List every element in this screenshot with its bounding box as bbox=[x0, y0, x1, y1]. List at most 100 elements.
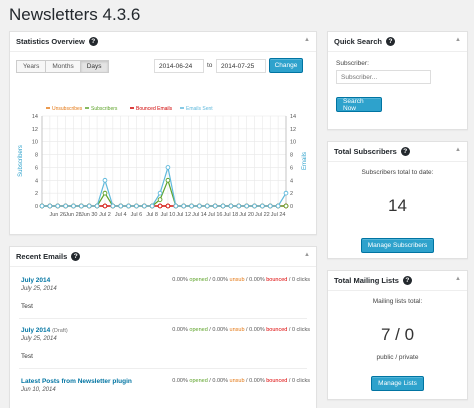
x-tick-label: Jul 14 bbox=[192, 212, 207, 218]
data-point bbox=[149, 203, 155, 209]
statistics-overview-box: Statistics Overview ? ▲ Years Months Day… bbox=[9, 31, 317, 235]
y2-tick-label: 4 bbox=[290, 178, 293, 184]
data-point bbox=[252, 203, 257, 209]
help-icon[interactable]: ? bbox=[385, 37, 395, 46]
mailing-lists-total-text: Mailing lists total: bbox=[372, 298, 423, 305]
series-line bbox=[42, 167, 287, 207]
email-stats: 0.00% opened / 0.00% unsub / 0.00% bounc… bbox=[172, 378, 310, 384]
tab-days[interactable]: Days bbox=[79, 60, 109, 73]
data-point bbox=[244, 203, 249, 209]
total-subscribers-header[interactable]: Total Subscribers ? ▲ bbox=[328, 142, 467, 162]
public-private-label: public / private bbox=[376, 354, 419, 361]
data-point bbox=[63, 203, 68, 209]
help-icon[interactable]: ? bbox=[400, 147, 410, 156]
data-point bbox=[39, 203, 45, 209]
email-title-link[interactable]: July 2014 (Draft) bbox=[21, 327, 68, 334]
x-tick-label: Jul 22 bbox=[255, 212, 270, 218]
tab-months[interactable]: Months bbox=[45, 60, 81, 73]
legend-entry: Subscribers bbox=[91, 106, 118, 112]
data-point bbox=[165, 177, 171, 183]
manage-subscribers-button[interactable]: Manage Subscribers bbox=[360, 238, 435, 253]
recent-emails-header[interactable]: Recent Emails ? ▲ bbox=[10, 247, 316, 267]
tab-years[interactable]: Years bbox=[16, 60, 47, 73]
email-item: Latest Posts from Newsletter plugin Jun … bbox=[21, 378, 310, 393]
data-point bbox=[86, 203, 92, 209]
data-point bbox=[94, 203, 100, 209]
help-icon[interactable]: ? bbox=[88, 37, 98, 46]
subscribers-count: 14 bbox=[388, 196, 407, 215]
data-point bbox=[55, 203, 61, 209]
email-title-link[interactable]: July 2014 bbox=[21, 277, 51, 284]
y-tick-label: 12 bbox=[32, 127, 38, 133]
x-tick-label: Jun 30 bbox=[81, 212, 98, 218]
email-item: July 2014 July 25, 2014 0.00% opened / 0… bbox=[21, 277, 310, 310]
total-subscribers-title: Total Subscribers bbox=[334, 147, 397, 156]
page-title: Newsletters 4.3.6 bbox=[9, 5, 141, 24]
y-tick-label: 8 bbox=[35, 153, 38, 159]
quick-search-title: Quick Search bbox=[334, 37, 382, 46]
data-point bbox=[102, 190, 108, 196]
data-point bbox=[157, 197, 163, 202]
x-tick-label: Jul 24 bbox=[271, 212, 286, 218]
help-icon[interactable]: ? bbox=[402, 276, 412, 285]
x-tick-label: Jul 16 bbox=[208, 212, 223, 218]
subscriber-search-input[interactable] bbox=[336, 70, 431, 84]
collapse-arrow-icon[interactable]: ▲ bbox=[304, 252, 310, 258]
data-point bbox=[102, 177, 108, 183]
email-body: Test bbox=[21, 353, 33, 360]
data-point bbox=[126, 203, 131, 209]
data-point bbox=[79, 203, 84, 209]
subscriber-label: Subscriber: bbox=[336, 60, 369, 67]
y-tick-label: 0 bbox=[35, 204, 38, 210]
y2-tick-label: 6 bbox=[290, 165, 293, 171]
x-tick-label: Jul 12 bbox=[176, 212, 191, 218]
quick-search-header[interactable]: Quick Search ? ▲ bbox=[328, 32, 467, 52]
range-tabs: Years Months Days bbox=[16, 60, 109, 73]
data-point bbox=[189, 203, 194, 209]
divider bbox=[19, 368, 307, 369]
data-point bbox=[283, 190, 289, 196]
email-body: Test bbox=[21, 303, 33, 310]
data-point bbox=[157, 190, 163, 196]
email-title-link[interactable]: Latest Posts from Newsletter plugin bbox=[21, 378, 132, 385]
mailing-lists-count: 7 / 0 bbox=[380, 325, 415, 344]
email-item: July 2014 (Draft) July 25, 2014 0.00% op… bbox=[21, 327, 310, 360]
legend-entry: Emails Sent bbox=[186, 106, 213, 112]
change-button[interactable]: Change bbox=[269, 58, 303, 73]
divider bbox=[19, 318, 307, 319]
collapse-arrow-icon[interactable]: ▲ bbox=[304, 37, 310, 43]
date-from-input[interactable] bbox=[154, 59, 204, 73]
draft-badge: (Draft) bbox=[52, 328, 68, 334]
search-now-button[interactable]: Search Now bbox=[336, 97, 382, 112]
manage-lists-button[interactable]: Manage Lists bbox=[371, 376, 424, 391]
total-mailing-lists-title: Total Mailing Lists bbox=[334, 276, 399, 285]
total-mailing-lists-header[interactable]: Total Mailing Lists ? ▲ bbox=[328, 271, 467, 291]
y-tick-label: 14 bbox=[32, 114, 38, 120]
data-point bbox=[181, 203, 187, 209]
manage-subscribers-wrap: Manage Subscribers bbox=[328, 234, 467, 253]
data-point bbox=[267, 203, 273, 209]
y2-axis-label: Emails bbox=[302, 152, 308, 170]
y2-tick-label: 8 bbox=[290, 153, 293, 159]
email-date: July 25, 2014 bbox=[21, 336, 57, 342]
total-subscribers-box: Total Subscribers ? ▲ Subscribers total … bbox=[327, 141, 468, 259]
help-icon[interactable]: ? bbox=[71, 252, 81, 261]
data-point bbox=[275, 203, 281, 209]
data-point bbox=[204, 203, 210, 209]
collapse-arrow-icon[interactable]: ▲ bbox=[455, 276, 461, 282]
y2-tick-label: 12 bbox=[290, 127, 296, 133]
x-tick-label: Jul 20 bbox=[239, 212, 254, 218]
data-point bbox=[47, 203, 53, 209]
data-point bbox=[102, 203, 108, 209]
data-point bbox=[220, 203, 226, 209]
statistics-chart: 0 0 2 2 4 4 6 6 8 8 10 10 12 12 14 14 Jun 26 Jun 28 Jun 30… bbox=[18, 106, 308, 218]
email-date: Jun 10, 2014 bbox=[21, 387, 56, 393]
statistics-overview-header[interactable]: Statistics Overview ? ▲ bbox=[10, 32, 316, 52]
collapse-arrow-icon[interactable]: ▲ bbox=[455, 147, 461, 153]
y-axis-label: Subscribers bbox=[18, 145, 24, 177]
y2-tick-label: 2 bbox=[290, 191, 293, 197]
data-point bbox=[157, 203, 163, 209]
collapse-arrow-icon[interactable]: ▲ bbox=[455, 37, 461, 43]
date-to-input[interactable] bbox=[216, 59, 266, 73]
data-point bbox=[228, 203, 234, 209]
